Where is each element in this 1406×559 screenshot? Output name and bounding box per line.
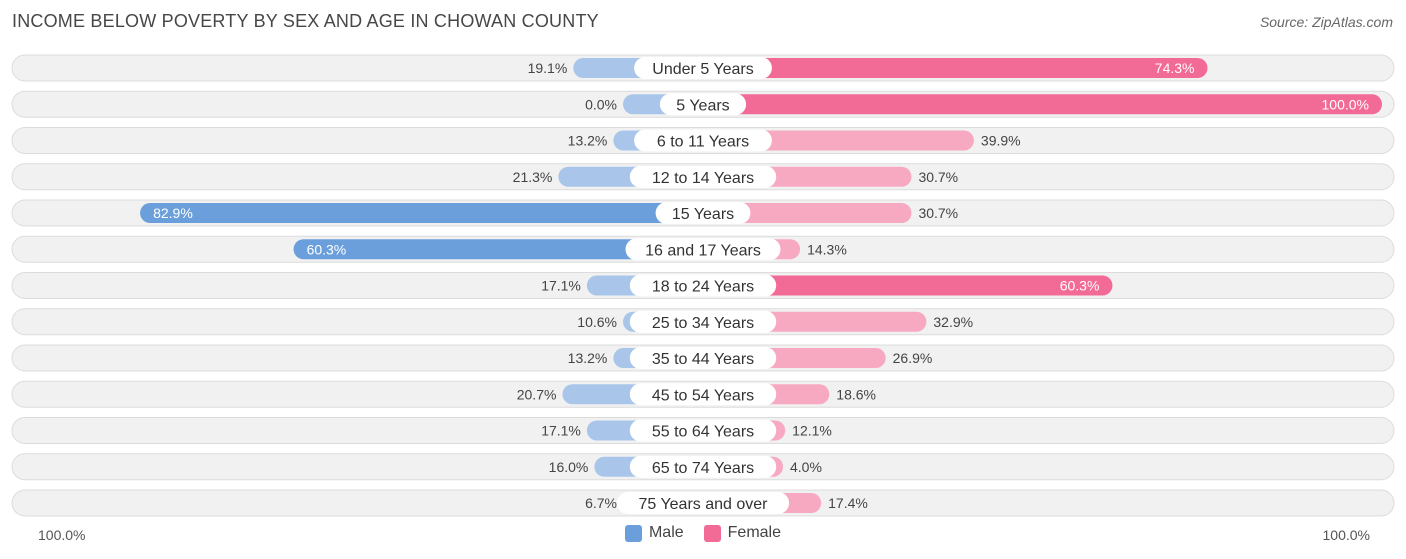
chart-title: INCOME BELOW POVERTY BY SEX AND AGE IN C… [12, 11, 599, 31]
female-bar[interactable] [703, 275, 1113, 296]
category-label-bg [629, 165, 777, 188]
legend-female-label: Female [727, 524, 782, 541]
category-label: 18 to 24 Years [652, 279, 754, 296]
female-value-label: 17.4% [828, 495, 868, 511]
axis-right-label: 100.0% [1322, 527, 1370, 543]
male-value-label: 16.0% [549, 459, 589, 475]
legend-item-male[interactable]: Male [624, 524, 684, 542]
male-value-label: 13.2% [568, 350, 608, 366]
male-swatch [624, 524, 642, 542]
female-bar[interactable] [703, 94, 1382, 115]
chart-svg: Under 5 Years 19.1% 74.3% 5 Years 0.0% 100.0%… [11, 54, 1395, 517]
category-label-bg [629, 419, 777, 442]
category-label: 5 Years [676, 97, 729, 114]
category-label-bg [629, 455, 777, 478]
category-label-bg [625, 238, 781, 261]
female-bar[interactable] [703, 58, 1208, 78]
female-value-label: 74.3% [1155, 60, 1195, 76]
axis-left-label: 100.0% [38, 527, 86, 543]
female-value-label: 30.7% [918, 169, 958, 185]
category-label-bg [634, 129, 772, 152]
legend-male-label: Male [648, 524, 684, 541]
female-value-label: 14.3% [807, 241, 847, 257]
source-credit: Source: ZipAtlas.com [1259, 14, 1393, 30]
male-value-label: 82.9% [153, 205, 193, 221]
female-value-label: 100.0% [1322, 96, 1369, 112]
category-label: 12 to 14 Years [652, 170, 754, 187]
female-bar[interactable] [703, 130, 974, 151]
category-label-bg [616, 492, 790, 514]
category-label-bg [655, 202, 751, 224]
female-value-label: 39.9% [981, 133, 1021, 149]
female-value-label: 4.0% [790, 459, 822, 475]
female-value-label: 12.1% [792, 423, 832, 439]
male-value-label: 13.2% [568, 133, 608, 149]
category-label: 6 to 11 Years [657, 134, 749, 151]
male-value-label: 17.1% [541, 278, 581, 294]
legend-item-female[interactable]: Female [703, 524, 782, 542]
female-swatch [703, 524, 721, 542]
male-bar[interactable] [293, 239, 703, 260]
category-label-bg [629, 383, 777, 406]
category-label: 16 and 17 Years [645, 242, 761, 259]
male-value-label: 60.3% [307, 241, 347, 257]
female-value-label: 26.9% [893, 350, 933, 366]
category-label-bg [634, 57, 772, 79]
male-value-label: 19.1% [528, 60, 568, 76]
male-value-label: 20.7% [517, 386, 557, 402]
category-label: 15 Years [672, 206, 734, 223]
category-label: 45 to 54 Years [652, 387, 754, 404]
category-label-bg [629, 310, 777, 333]
female-value-label: 30.7% [918, 205, 958, 221]
category-label: Under 5 Years [652, 61, 753, 78]
male-value-label: 6.7% [585, 495, 617, 511]
female-bar[interactable] [703, 203, 912, 223]
male-value-label: 0.0% [585, 96, 617, 112]
male-bar[interactable] [140, 203, 703, 223]
category-label-bg [629, 274, 777, 297]
category-label: 65 to 74 Years [652, 460, 754, 477]
category-label-bg [629, 347, 777, 369]
category-label: 25 to 34 Years [652, 315, 754, 332]
category-label: 75 Years and over [639, 496, 769, 513]
female-value-label: 60.3% [1060, 278, 1100, 294]
legend: Male Female [0, 524, 1406, 542]
female-value-label: 32.9% [933, 314, 973, 330]
category-label: 55 to 64 Years [652, 424, 754, 441]
category-label-bg [659, 93, 747, 116]
male-value-label: 21.3% [513, 169, 553, 185]
category-label: 35 to 44 Years [652, 351, 754, 368]
male-value-label: 17.1% [541, 423, 581, 439]
female-value-label: 18.6% [836, 386, 876, 402]
male-value-label: 10.6% [577, 314, 617, 330]
